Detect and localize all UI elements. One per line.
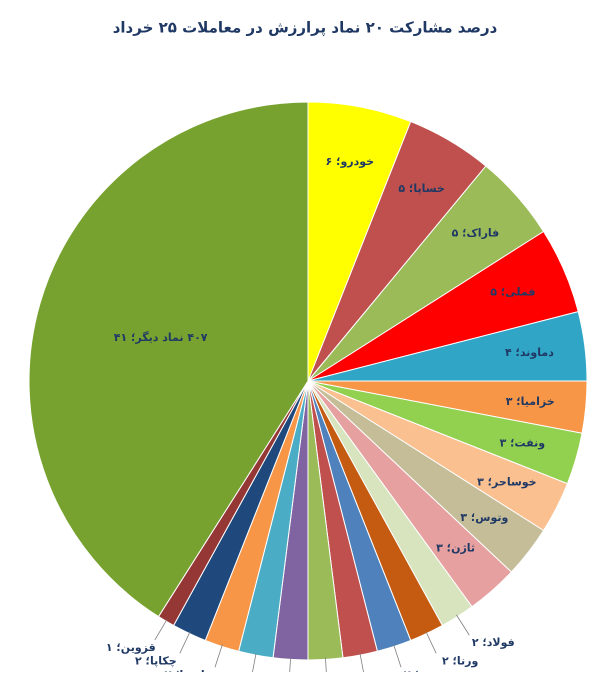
leader-line: [179, 631, 191, 654]
leader-line: [289, 657, 292, 676]
chart-title: درصد مشارکت ۲۰ نماد پرارزش در معاملات ۲۵…: [113, 19, 498, 38]
slice-label: چکاپا؛ ۲: [135, 654, 177, 667]
slice-label: خوساحر؛ ۳: [477, 475, 537, 488]
leader-line: [154, 619, 168, 641]
slice-label: فولاد؛ ۲: [472, 636, 515, 649]
leader-line: [214, 644, 223, 668]
leader-line: [425, 631, 437, 654]
slice-label: خساپا؛ ۵: [398, 182, 444, 195]
slice-label: وهور؛ ۲: [404, 668, 447, 672]
slice-label: فاراک؛ ۵: [452, 226, 500, 239]
pie-slice: [28, 101, 309, 618]
slice-label: ۴۰۷ نماد دیگر؛ ۴۱: [114, 331, 208, 344]
slice-label: حپارسا؛ ۲: [165, 668, 218, 672]
slice-label: دماوند؛ ۴: [505, 346, 554, 359]
slice-label: ثاژن؛ ۳: [436, 541, 475, 554]
slice-label: خزامیا؛ ۳: [506, 395, 555, 408]
slice-label: ونفت؛ ۳: [500, 436, 546, 449]
leader-line: [324, 657, 327, 676]
slice-label: وتوس؛ ۳: [460, 511, 508, 524]
leader-line: [456, 614, 470, 636]
leader-line: [393, 644, 402, 668]
slice-label: خودرو؛ ۶: [326, 155, 375, 168]
leader-line: [359, 653, 365, 676]
leader-line: [251, 653, 257, 676]
slice-label: ورنا؛ ۲: [442, 654, 479, 667]
slice-label: فملی؛ ۵: [490, 285, 535, 298]
slice-label: قزوین؛ ۱: [106, 641, 156, 654]
